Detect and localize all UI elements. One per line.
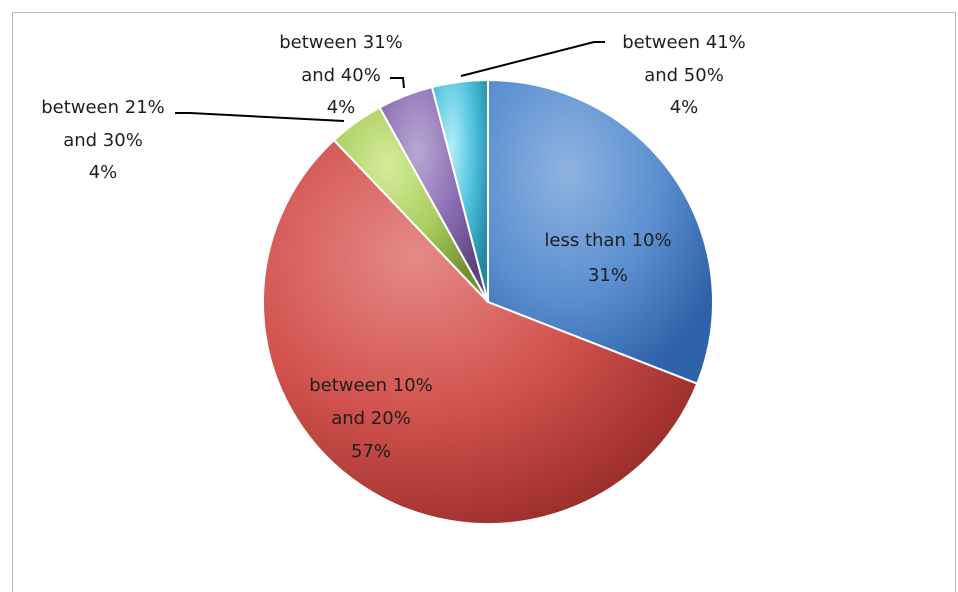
label-less-than-10-line2: 31% bbox=[588, 265, 628, 286]
leader-lines bbox=[175, 41, 605, 122]
label-between-10-20: between 10% and 20% 57% bbox=[309, 375, 433, 462]
label-between-10-20-line2: and 20% bbox=[331, 408, 411, 429]
label-between-41-50: between 41% and 50% 4% bbox=[622, 32, 746, 118]
pie-slice-between-41-and-50 bbox=[431, 79, 489, 303]
leader-line-between-41-50 bbox=[460, 41, 605, 77]
label-between-41-50-line3: 4% bbox=[670, 97, 699, 118]
label-between-31-40: between 31% and 40% 4% bbox=[279, 32, 403, 118]
pie-slice-less-than-10 bbox=[487, 79, 714, 385]
label-between-31-40-line2: and 40% bbox=[301, 65, 381, 86]
label-between-31-40-line1: between 31% bbox=[279, 32, 403, 53]
label-between-41-50-line2: and 50% bbox=[644, 65, 724, 86]
label-less-than-10: less than 10% 31% bbox=[544, 230, 671, 286]
label-between-21-30-line3: 4% bbox=[89, 162, 118, 183]
label-between-21-30-line2: and 30% bbox=[63, 130, 143, 151]
label-between-41-50-line1: between 41% bbox=[622, 32, 746, 53]
label-between-21-30: between 21% and 30% 4% bbox=[41, 97, 165, 183]
pie-chart: less than 10% 31% between 10% and 20% 57… bbox=[41, 32, 746, 525]
leader-line-between-31-40 bbox=[390, 77, 405, 89]
label-between-10-20-line3: 57% bbox=[351, 441, 391, 462]
label-between-10-20-line1: between 10% bbox=[309, 375, 433, 396]
leader-line-between-21-30 bbox=[175, 112, 345, 122]
label-less-than-10-line1: less than 10% bbox=[544, 230, 671, 251]
pie-slices bbox=[262, 79, 714, 525]
label-between-21-30-line1: between 21% bbox=[41, 97, 165, 118]
pie-slice-between-10-and-20 bbox=[262, 139, 699, 525]
label-between-31-40-line3: 4% bbox=[327, 97, 356, 118]
